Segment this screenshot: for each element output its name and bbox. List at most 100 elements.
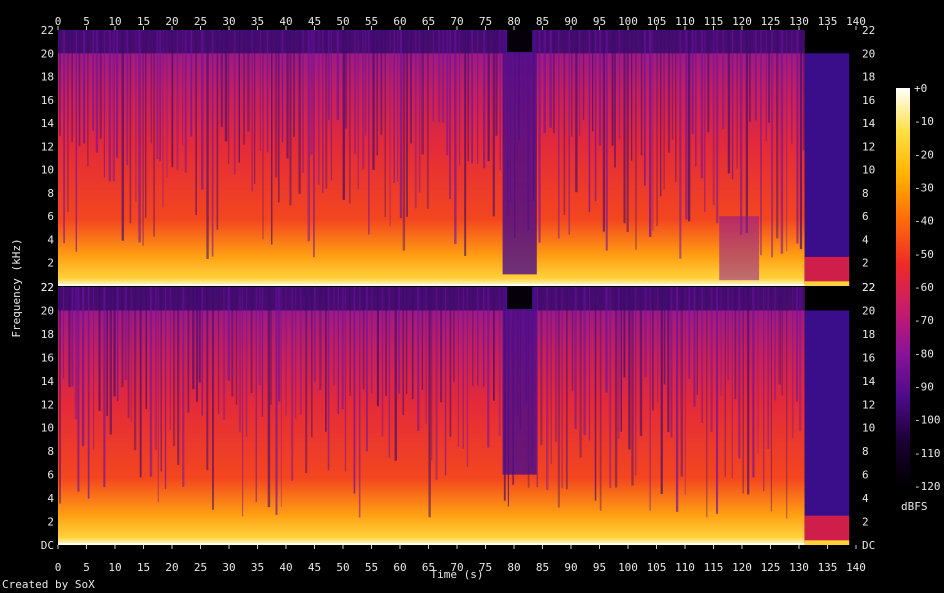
chart-axes: 0055101015152020252530303535404045455050… [41, 15, 876, 574]
time-streak [103, 30, 105, 178]
channel-1-panel [58, 30, 856, 286]
tail-dc-band [804, 281, 850, 286]
x-tick-label-top: 140 [846, 15, 866, 28]
x-tick-label-top: 105 [647, 15, 667, 28]
time-streak [799, 287, 802, 432]
time-streak [376, 30, 378, 156]
x-tick-label-bottom: 95 [593, 561, 606, 574]
time-streak [187, 287, 190, 413]
time-streak [649, 287, 651, 511]
x-tick-label-bottom: 75 [479, 561, 492, 574]
time-streak [792, 287, 794, 439]
cutoff-band [58, 30, 805, 54]
channel-2-energy [58, 287, 856, 545]
time-streak [571, 30, 573, 137]
time-streak [483, 30, 486, 169]
time-streak [781, 287, 783, 396]
time-streak [432, 30, 434, 122]
x-tick-label-bottom: 105 [647, 561, 667, 574]
time-streak [745, 30, 749, 234]
x-tick-label-bottom: 45 [308, 561, 321, 574]
time-streak [738, 287, 741, 459]
time-streak [365, 30, 367, 136]
time-streak [227, 30, 230, 164]
colorbar-tick-label: -110 [914, 447, 941, 460]
time-streak [381, 287, 384, 437]
time-streak [95, 30, 99, 153]
y-tick-label-right: 20 [862, 304, 875, 317]
y-tick-label-right: 2 [862, 516, 869, 529]
time-streak [71, 287, 74, 387]
time-streak [278, 287, 281, 402]
time-streak [330, 30, 332, 181]
x-tick-label-bottom: 10 [108, 561, 121, 574]
cutoff-band [58, 287, 805, 311]
y-tick-label-right: 14 [862, 117, 876, 130]
time-streak [421, 30, 424, 155]
time-streak [325, 30, 328, 189]
time-streak [623, 30, 626, 224]
time-streak [341, 287, 344, 410]
tail-low-band [804, 256, 850, 286]
time-streak [362, 30, 365, 170]
time-streak [688, 287, 691, 379]
x-tick-label-bottom: 100 [618, 561, 638, 574]
time-streak [344, 287, 347, 472]
time-streak [62, 287, 65, 379]
time-streak [116, 30, 119, 158]
time-streak [298, 30, 301, 194]
time-streak [734, 287, 737, 400]
time-streak [145, 30, 147, 218]
time-streak [78, 30, 81, 147]
time-streak [286, 30, 289, 159]
time-streak [487, 30, 490, 162]
time-streak [605, 30, 608, 251]
time-streak [380, 30, 383, 135]
dc-line [58, 284, 805, 286]
time-streak [767, 287, 770, 449]
time-streak [778, 287, 781, 385]
time-streak [195, 30, 198, 216]
time-streak [302, 30, 304, 173]
time-streak [457, 287, 460, 447]
time-streak [425, 287, 427, 424]
y-tick-label-left: 20 [41, 304, 54, 317]
x-tick-label-bottom: 115 [704, 561, 724, 574]
y-tick-label-right: 6 [862, 469, 869, 482]
time-streak [406, 287, 408, 394]
time-streak [471, 30, 473, 164]
time-streak [598, 30, 602, 146]
time-streak [693, 287, 696, 407]
y-tick-label-left: 18 [41, 71, 54, 84]
time-streak [254, 30, 256, 184]
time-streak [402, 30, 406, 251]
x-axis-title: Time (s) [431, 568, 484, 581]
time-streak [583, 287, 586, 436]
x-tick-label-bottom: 25 [194, 561, 207, 574]
x-tick-label-top: 20 [165, 15, 178, 28]
x-tick-label-bottom: 120 [732, 561, 752, 574]
time-streak [266, 30, 269, 153]
time-streak [92, 287, 95, 450]
time-streak [428, 287, 431, 518]
time-streak [251, 30, 253, 192]
colorbar-tick-label: -10 [914, 115, 934, 128]
x-tick-label-top: 110 [675, 15, 695, 28]
time-streak [121, 30, 125, 241]
time-streak [384, 30, 386, 218]
y-tick-label-left: 22 [41, 281, 54, 294]
time-streak [649, 30, 652, 237]
time-streak [498, 287, 501, 436]
x-tick-label-bottom: 60 [393, 561, 406, 574]
time-streak [639, 287, 643, 436]
time-streak [358, 287, 361, 518]
y-tick-label-right: 14 [862, 375, 876, 388]
time-streak [482, 287, 485, 387]
y-tick-label-left: 8 [47, 445, 54, 458]
time-streak [278, 30, 280, 203]
time-streak [305, 287, 308, 474]
time-streak [657, 287, 659, 403]
y-tick-label-right: 16 [862, 351, 875, 364]
time-streak [126, 30, 129, 166]
